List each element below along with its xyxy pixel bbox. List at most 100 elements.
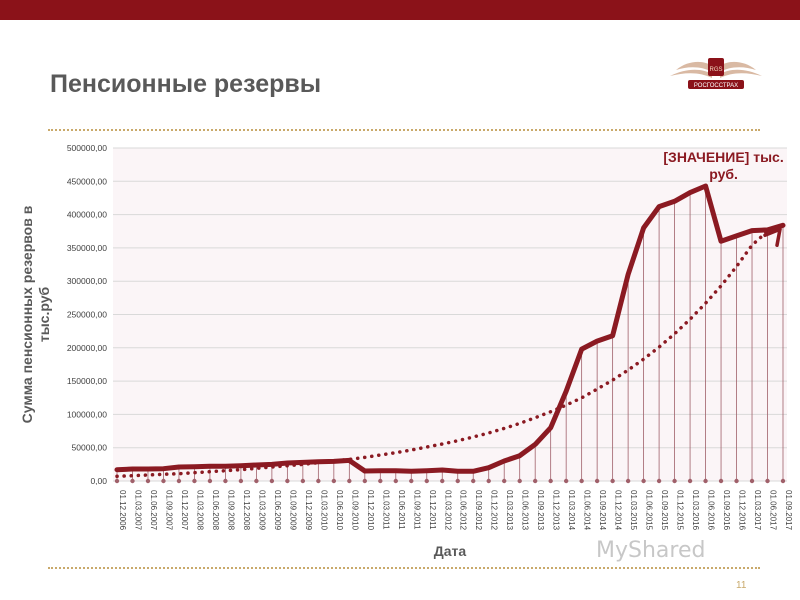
data-point <box>626 273 630 276</box>
y-tick-label: 0,00 <box>90 476 107 486</box>
x-tick-label: 01.03.2016 <box>691 490 700 531</box>
data-point <box>224 465 227 468</box>
x-tick-label: 01.09.2008 <box>226 490 235 531</box>
data-point <box>503 459 506 463</box>
baseline-marker <box>734 478 739 484</box>
company-logo: RGS РОСГОССТРАХ <box>670 58 762 89</box>
baseline-marker <box>625 478 631 484</box>
logo-wing-right <box>720 61 756 72</box>
x-tick-label: 01.06.2017 <box>769 490 778 531</box>
y-tick-label: 350000,00 <box>67 243 107 253</box>
logo-text: РОСГОССТРАХ <box>694 83 738 89</box>
y-tick-label: 400000,00 <box>67 210 107 220</box>
x-tick-label: 01.09.2013 <box>536 490 545 531</box>
baseline-marker <box>130 478 135 484</box>
divider-top <box>48 129 760 131</box>
x-tick-label: 01.09.2010 <box>350 490 359 531</box>
y-axis-ticks: 0,00 50000,00 100000,00 150000,00 200000,00 2… <box>67 143 107 486</box>
x-tick-label: 01.09.2012 <box>474 490 483 531</box>
series-reserves-line <box>114 183 786 474</box>
x-tick-label: 01.06.2010 <box>335 490 344 531</box>
data-point <box>115 468 119 471</box>
logo-badge-text: RGS <box>709 67 722 73</box>
x-tick-label: 01.12.2006 <box>118 490 127 531</box>
baseline-marker <box>502 478 507 484</box>
data-points <box>115 184 785 473</box>
data-point <box>301 461 305 464</box>
data-point <box>688 191 692 194</box>
baseline-marker <box>610 478 615 484</box>
baseline-marker <box>703 478 708 484</box>
x-axis-ticks: 01.12.2006 01.03.2007 01.06.2007 01.09.2007… <box>118 490 793 531</box>
x-tick-label: 01.09.2017 <box>784 490 793 531</box>
x-tick-label: 01.06.2013 <box>521 490 530 531</box>
x-tick-label: 01.09.2016 <box>722 490 731 531</box>
y-tick-label: 150000,00 <box>67 376 107 386</box>
baseline-marker <box>641 478 646 484</box>
data-point <box>131 467 134 471</box>
data-point <box>719 240 723 243</box>
data-point <box>704 184 707 188</box>
data-point <box>193 465 196 468</box>
data-point <box>410 470 413 473</box>
x-axis-label: Дата <box>434 543 467 559</box>
y-tick-label: 250000,00 <box>67 310 107 320</box>
baseline-marker <box>192 478 197 484</box>
data-point <box>781 224 785 227</box>
data-point <box>394 469 397 472</box>
data-point <box>564 389 568 393</box>
data-point <box>332 460 336 463</box>
x-tick-label: 01.03.2012 <box>443 490 452 531</box>
logo-shield <box>708 58 724 76</box>
data-point <box>487 466 490 469</box>
y-tick-label: 50000,00 <box>72 443 108 453</box>
baseline-marker <box>486 478 491 484</box>
data-point <box>270 463 274 466</box>
y-tick-label: 300000,00 <box>67 276 107 286</box>
x-tick-label: 01.03.2010 <box>319 490 328 531</box>
baseline-marker <box>207 478 213 484</box>
x-tick-label: 01.12.2011 <box>428 490 437 530</box>
data-point <box>379 469 382 472</box>
data-point <box>611 334 614 338</box>
page-number: 11 <box>736 580 747 591</box>
data-point <box>363 469 367 473</box>
baseline-marker <box>718 478 724 484</box>
baseline-marker <box>378 478 383 484</box>
x-tick-label: 01.09.2007 <box>164 490 173 531</box>
data-point <box>735 234 738 238</box>
baseline-marker <box>687 478 693 484</box>
y-axis-label-line2: тыс.руб <box>36 287 52 343</box>
data-point <box>239 464 243 467</box>
data-point <box>472 470 475 473</box>
logo-wing-right-lower <box>720 69 762 78</box>
data-point <box>425 469 428 472</box>
x-tick-label: 01.06.2008 <box>211 490 220 531</box>
x-tick-label: 01.06.2009 <box>273 490 282 531</box>
data-point <box>673 200 676 203</box>
x-tick-label: 01.12.2012 <box>490 490 499 531</box>
data-point <box>317 460 320 463</box>
data-point <box>146 467 150 471</box>
data-point <box>549 426 552 429</box>
top-banner <box>0 0 800 20</box>
data-point <box>177 465 181 469</box>
baseline-marker <box>238 478 244 484</box>
baseline-marker <box>455 478 460 484</box>
x-tick-label: 01.03.2011 <box>381 490 390 530</box>
logo-banner <box>688 80 744 89</box>
x-tick-label: 01.09.2015 <box>660 490 669 531</box>
x-tick-label: 01.09.2009 <box>288 490 297 531</box>
x-tick-label: 01.06.2015 <box>645 490 654 531</box>
baseline-marker <box>300 478 306 484</box>
data-point <box>208 465 212 468</box>
baseline-marker <box>347 478 352 484</box>
baseline-marker <box>269 478 275 484</box>
baseline-marker <box>440 478 445 484</box>
x-tick-label: 01.06.2011 <box>397 490 406 530</box>
baseline-marker <box>424 478 429 484</box>
y-tick-label: 500000,00 <box>67 143 107 153</box>
x-tick-label: 01.09.2011 <box>412 490 421 530</box>
baseline-marker <box>656 478 662 484</box>
